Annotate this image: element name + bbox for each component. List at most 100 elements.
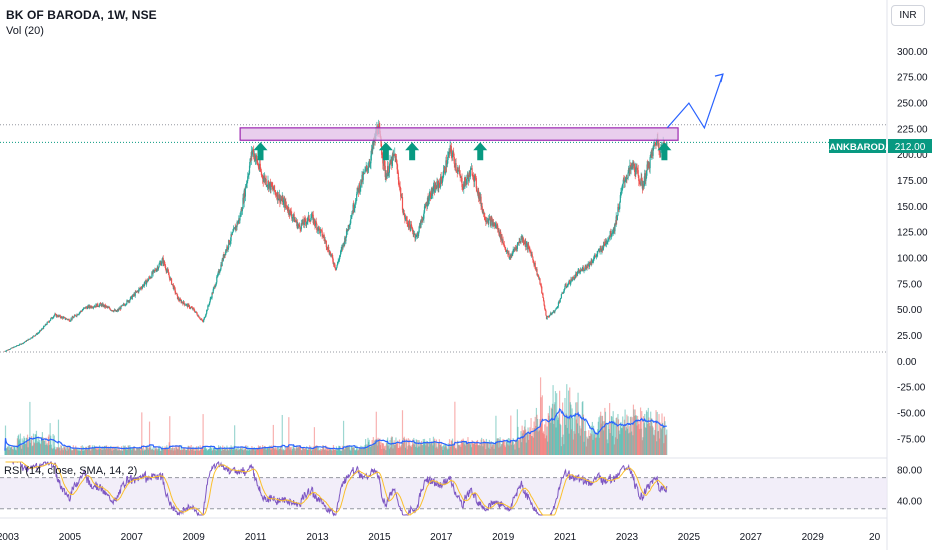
candle-body	[82, 308, 85, 310]
candle-body	[198, 317, 201, 319]
candle-body	[400, 196, 402, 198]
volume-bar	[257, 445, 260, 455]
volume-bar	[580, 428, 582, 455]
candle-body	[339, 255, 341, 258]
volume-bar	[406, 449, 408, 455]
volume-bar	[9, 445, 11, 455]
candle-body	[187, 304, 189, 307]
candle-body	[539, 278, 541, 284]
volume-bar	[120, 446, 123, 455]
candle-body	[211, 292, 213, 298]
candle-body	[520, 238, 522, 243]
rsi-indicator-label[interactable]: RSI (14, close, SMA, 14, 2)	[4, 465, 138, 477]
candle-body	[345, 236, 347, 242]
volume-bar	[215, 450, 217, 455]
volume-bar	[451, 440, 453, 455]
candle-body	[658, 143, 660, 152]
candle-body	[421, 218, 423, 221]
candle-body	[334, 266, 336, 269]
volume-bar	[544, 438, 546, 455]
volume-bar	[613, 420, 615, 455]
volume-bar	[22, 440, 24, 455]
candle-body	[627, 172, 629, 179]
volume-bar	[338, 445, 340, 455]
candle-body	[82, 309, 84, 311]
volume-bar	[381, 442, 383, 455]
candle-body	[141, 286, 143, 289]
candle-body	[406, 220, 408, 224]
candle-body	[489, 217, 491, 219]
volume-bar	[519, 437, 521, 455]
volume-bar	[529, 427, 531, 455]
volume-bar	[12, 449, 14, 455]
price-tick-label: 250.00	[897, 99, 928, 110]
candle-body	[367, 167, 369, 171]
candle-body	[315, 221, 317, 224]
volume-bar	[69, 447, 71, 455]
volume-bar	[11, 446, 13, 455]
volume-bar	[377, 437, 379, 455]
projection-path[interactable]	[666, 73, 724, 130]
volume-bar	[121, 450, 123, 455]
volume-bar	[495, 415, 497, 455]
volume-bar	[78, 449, 80, 455]
candle-body	[435, 188, 438, 190]
candle-body	[551, 312, 553, 315]
volume-bar	[430, 442, 432, 455]
volume-bar	[531, 436, 533, 455]
candle-body	[528, 247, 530, 249]
candle-body	[216, 276, 218, 283]
candle-body	[607, 239, 609, 243]
candle-body	[222, 254, 224, 261]
candle-body	[620, 191, 623, 193]
volume-bar	[109, 448, 111, 455]
volume-bar	[641, 440, 643, 455]
volume-bar	[185, 450, 187, 455]
volume-bar	[371, 440, 373, 455]
volume-bar	[220, 450, 223, 455]
volume-bar	[566, 384, 568, 455]
candle-body	[551, 312, 554, 314]
candle-body	[355, 200, 357, 203]
candle-body	[646, 164, 648, 171]
candle-body	[540, 284, 542, 287]
volume-bar	[234, 449, 236, 455]
volume-bar	[245, 445, 247, 455]
candle-body	[232, 231, 234, 233]
volume-bar	[416, 447, 418, 455]
volume-bar	[568, 433, 570, 455]
volume-bar	[401, 410, 404, 455]
volume-bar	[492, 444, 495, 455]
volume-bar	[29, 442, 32, 455]
volume-bar	[360, 445, 362, 455]
resistance-zone[interactable]	[239, 127, 679, 141]
volume-bar	[185, 449, 188, 455]
candle-body	[439, 176, 442, 188]
volume-bar	[529, 434, 532, 455]
candle-body	[151, 272, 153, 278]
volume-bar	[23, 436, 25, 455]
candle-body	[56, 314, 58, 317]
candle-body	[330, 254, 332, 256]
volume-bar	[557, 420, 559, 455]
volume-bar	[616, 438, 618, 455]
candle-body	[260, 171, 263, 176]
volume-bar	[538, 430, 540, 455]
currency-button[interactable]: INR	[891, 5, 925, 26]
volume-bar	[283, 450, 285, 455]
volume-bar	[438, 443, 440, 455]
volume-bar	[406, 438, 408, 455]
candle-body	[116, 310, 118, 312]
volume-bar	[379, 445, 382, 455]
volume-bar	[468, 442, 470, 455]
candle-body	[167, 271, 170, 275]
candle-body	[620, 192, 622, 196]
volume-bar	[390, 437, 392, 455]
candle-body	[570, 279, 572, 283]
candle-body	[570, 279, 573, 281]
candle-body	[18, 344, 20, 346]
volume-indicator-label[interactable]: Vol (20)	[6, 25, 44, 37]
volume-bar	[469, 444, 471, 455]
